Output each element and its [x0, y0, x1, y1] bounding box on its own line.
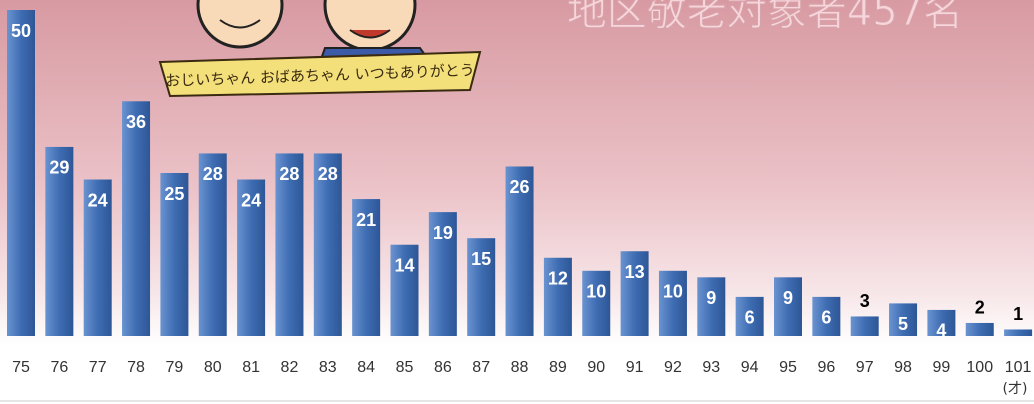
- value-label: 50: [11, 21, 31, 41]
- value-label: 5: [898, 314, 908, 334]
- value-label: 6: [821, 308, 831, 328]
- value-label: 28: [318, 164, 338, 184]
- value-label: 24: [88, 190, 108, 210]
- unit-label: (才): [1003, 381, 1028, 397]
- value-label: 9: [783, 288, 793, 308]
- value-label: 9: [706, 288, 716, 308]
- value-label: 10: [663, 282, 683, 302]
- value-label: 13: [625, 262, 645, 282]
- x-tick-label: 98: [894, 359, 912, 376]
- x-tick-label: 95: [779, 359, 797, 376]
- value-label: 28: [203, 164, 223, 184]
- value-label: 15: [471, 249, 491, 269]
- x-tick-label: 83: [319, 359, 337, 376]
- x-tick-label: 86: [434, 359, 452, 376]
- value-label: 26: [510, 177, 530, 197]
- x-tick-label: 97: [856, 359, 874, 376]
- value-label: 25: [164, 184, 184, 204]
- x-tick-label: 80: [204, 359, 222, 376]
- x-tick-label: 78: [127, 359, 145, 376]
- x-tick-label: 92: [664, 359, 682, 376]
- x-tick-label: 91: [626, 359, 644, 376]
- value-label: 12: [548, 269, 568, 289]
- x-tick-label: 81: [242, 359, 260, 376]
- value-label: 28: [279, 164, 299, 184]
- x-tick-label: 101: [1005, 359, 1032, 376]
- value-label: 14: [394, 255, 414, 275]
- value-label: 24: [241, 190, 261, 210]
- x-tick-label: 77: [89, 359, 107, 376]
- bar: [7, 10, 35, 336]
- x-tick-label: 100: [966, 359, 993, 376]
- x-tick-label: 85: [396, 359, 414, 376]
- value-label: 4: [936, 321, 946, 341]
- value-label: 3: [860, 291, 870, 311]
- value-label: 36: [126, 112, 146, 132]
- value-label: 2: [975, 298, 985, 318]
- x-tick-label: 93: [702, 359, 720, 376]
- bar: [851, 316, 879, 336]
- x-tick-label: 89: [549, 359, 567, 376]
- bar: [122, 101, 150, 336]
- value-label: 19: [433, 223, 453, 243]
- bar: [1004, 329, 1032, 336]
- x-tick-label: 90: [587, 359, 605, 376]
- value-label: 1: [1013, 304, 1023, 324]
- x-tick-label: 96: [817, 359, 835, 376]
- bar: [966, 323, 994, 336]
- value-label: 10: [586, 282, 606, 302]
- x-tick-label: 84: [357, 359, 375, 376]
- x-tick-label: 75: [12, 359, 30, 376]
- value-label: 29: [49, 158, 69, 178]
- x-tick-label: 87: [472, 359, 490, 376]
- x-tick-label: 99: [933, 359, 951, 376]
- x-tick-label: 79: [166, 359, 184, 376]
- chart-title: 地区敬老対象者457名: [567, 0, 963, 35]
- chart: おじいちゃん おばあちゃん いつもありがとう 地区敬老対象者457名 (才) 7…: [0, 0, 1034, 404]
- value-label: 6: [745, 308, 755, 328]
- x-tick-label: 76: [50, 359, 68, 376]
- value-label: 21: [356, 210, 376, 230]
- x-tick-label: 82: [281, 359, 299, 376]
- x-tick-label: 88: [511, 359, 529, 376]
- x-tick-label: 94: [741, 359, 759, 376]
